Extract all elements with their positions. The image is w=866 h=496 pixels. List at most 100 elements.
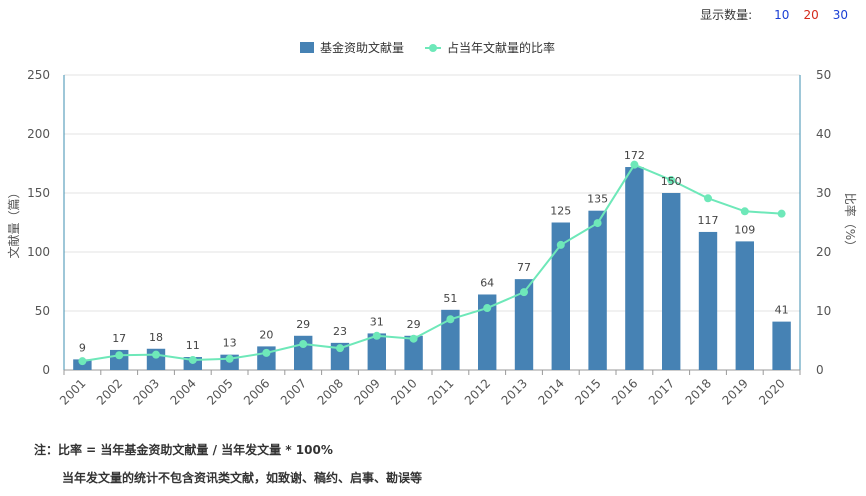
display-count-option-20[interactable]: 20 [803, 7, 819, 22]
x-tick-label: 2017 [646, 376, 677, 407]
y-tick-label: 50 [35, 304, 50, 318]
legend-bar-swatch [300, 42, 314, 53]
ratio-point [593, 219, 602, 228]
ratio-point [740, 207, 749, 216]
y-axis-title: 文献量（篇） [6, 186, 21, 258]
ratio-point [152, 350, 160, 359]
ratio-point [78, 357, 87, 366]
x-tick-label: 2016 [609, 376, 640, 407]
bar [330, 342, 350, 370]
bar-data-label: 172 [624, 149, 645, 162]
bar-data-label: 77 [517, 261, 531, 274]
x-tick-label: 2001 [57, 376, 88, 407]
legend-bar-label: 基金资助文献量 [320, 40, 404, 55]
y-tick-label: 250 [27, 68, 50, 82]
x-tick-label: 2019 [719, 376, 750, 407]
bar [735, 241, 754, 370]
bar [478, 294, 497, 370]
bar-data-label: 117 [698, 214, 719, 227]
display-count-option-30[interactable]: 30 [832, 7, 848, 22]
y2-tick-label: 10 [816, 304, 831, 318]
bar-data-label: 109 [734, 223, 755, 236]
display-count-control: 显示数量: 10 20 30 [700, 6, 856, 23]
ratio-point [630, 160, 639, 169]
bar-data-label: 29 [407, 318, 421, 331]
x-tick-label: 2020 [756, 376, 787, 407]
bar-data-label: 150 [661, 175, 682, 188]
bar-data-label: 13 [223, 337, 237, 350]
bar-data-label: 64 [480, 276, 494, 289]
bar [551, 222, 570, 370]
bar-data-label: 135 [587, 193, 608, 206]
x-tick-label: 2003 [131, 376, 162, 407]
bar-data-label: 20 [259, 328, 273, 341]
bar [514, 279, 534, 370]
bar-data-label: 51 [443, 292, 457, 305]
y-tick-label: 150 [27, 186, 50, 200]
ratio-point [372, 331, 381, 340]
bar [698, 231, 718, 370]
x-tick-label: 2012 [462, 376, 493, 407]
display-count-option-10[interactable]: 10 [774, 7, 790, 22]
y2-tick-label: 50 [816, 68, 831, 82]
x-tick-label: 2004 [167, 376, 198, 407]
bar [772, 321, 791, 370]
bar-data-label: 125 [550, 205, 571, 218]
x-tick-label: 2005 [204, 376, 235, 407]
ratio-point [188, 355, 197, 364]
ratio-point [262, 348, 271, 357]
bar [367, 333, 386, 370]
y-tick-label: 100 [27, 245, 50, 259]
x-tick-label: 2002 [94, 376, 125, 407]
ratio-point [336, 344, 344, 353]
ratio-point [520, 288, 528, 297]
ratio-point [556, 240, 565, 249]
bar-series [73, 167, 791, 370]
y2-tick-label: 0 [816, 363, 824, 377]
ratio-point [299, 340, 308, 349]
ratio-point [225, 354, 234, 363]
x-tick-label: 2014 [535, 376, 566, 407]
y2-tick-label: 30 [816, 186, 831, 200]
ratio-point [704, 194, 712, 203]
bar-data-label: 18 [149, 331, 163, 344]
bar [588, 210, 607, 370]
y-tick-label: 200 [27, 127, 50, 141]
bar-data-label: 17 [112, 332, 126, 345]
x-tick-label: 2006 [241, 376, 272, 407]
x-tick-label: 2009 [351, 376, 382, 407]
x-tick-label: 2011 [425, 376, 456, 407]
bar-data-label: 29 [296, 318, 310, 331]
line-series [78, 160, 786, 366]
data-labels: 9 17 18 11 13 20 29 23 31 29 51 64 77 125 135 172 150 117… [79, 149, 789, 354]
bar [404, 335, 423, 370]
ratio-point [409, 334, 418, 343]
chart-legend[interactable]: 基金资助文献量 占当年文献量的比率 [300, 40, 555, 55]
ratio-line [82, 163, 782, 363]
y2-tick-label: 20 [816, 245, 831, 259]
legend-line-marker [429, 44, 437, 52]
x-tick-label: 2018 [683, 376, 714, 407]
note-ratio-definition: 注：比率 = 当年基金资助文献量 / 当年发文量 * 100% [34, 443, 333, 457]
x-tick-label: 2013 [499, 376, 530, 407]
ratio-point [115, 351, 124, 360]
bar [441, 309, 460, 370]
chart-axes: 0 50 100 150 200 250 0 10 20 30 40 50 文献量（篇） 比率（%） 200… [6, 68, 858, 408]
y2-axis-title: 比率（%） [843, 193, 858, 252]
ratio-point [777, 209, 786, 218]
x-tick-label: 2010 [388, 376, 419, 407]
x-tick-label: 2007 [278, 376, 309, 407]
bar [625, 167, 644, 370]
x-tick-label: 2008 [315, 376, 346, 407]
bar-data-label: 31 [370, 315, 384, 328]
display-count-label: 显示数量: [700, 8, 753, 22]
bar-data-label: 9 [79, 341, 86, 354]
ratio-point [446, 315, 455, 324]
bar [662, 193, 681, 370]
legend-line-label: 占当年文献量的比率 [447, 40, 555, 55]
bar-data-label: 11 [186, 339, 200, 352]
ratio-point [483, 304, 492, 313]
fund-literature-chart: 基金资助文献量 占当年文献量的比率 05010015020025001020304… [6, 40, 858, 408]
x-tick-label: 2015 [572, 376, 603, 407]
y2-tick-label: 40 [816, 127, 831, 141]
